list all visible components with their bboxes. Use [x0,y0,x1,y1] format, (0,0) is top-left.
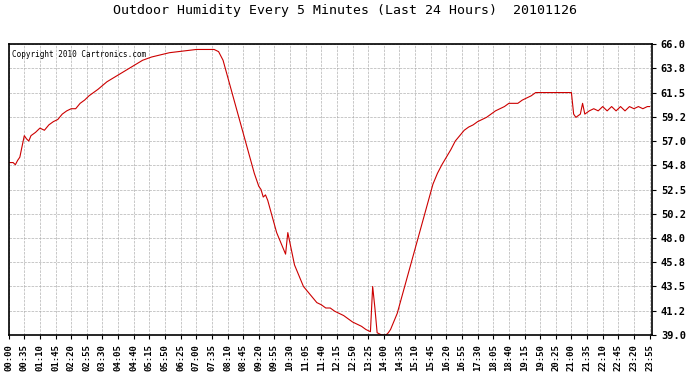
Text: Outdoor Humidity Every 5 Minutes (Last 24 Hours)  20101126: Outdoor Humidity Every 5 Minutes (Last 2… [113,4,577,17]
Text: Copyright 2010 Cartronics.com: Copyright 2010 Cartronics.com [12,50,146,59]
